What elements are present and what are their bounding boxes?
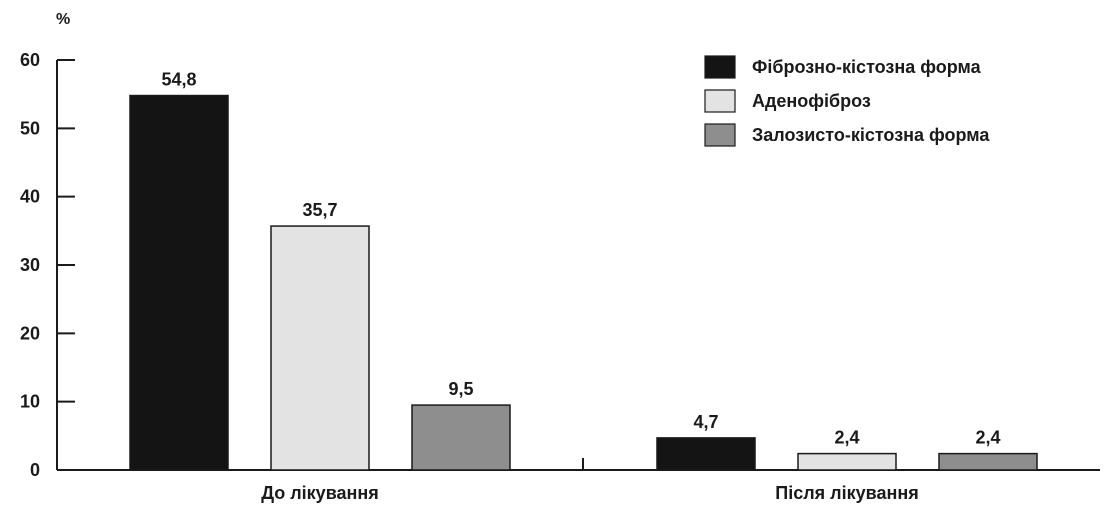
y-tick-label: 40 [20,187,40,207]
category-label: До лікування [261,483,379,503]
legend-label: Фіброзно-кістозна форма [752,57,982,77]
bar-value-label: 4,7 [693,412,718,432]
bar [411,404,511,471]
category-label: Після лікування [775,483,918,503]
category-labels: До лікування Після лікування [261,483,919,503]
bar [129,94,229,471]
legend-swatch [704,89,736,113]
y-tick-label: 30 [20,255,40,275]
y-tick-label: 60 [20,50,40,70]
legend-label: Аденофіброз [752,91,871,111]
legend: Фіброзно-кістозна форма Аденофіброз Залози… [704,55,990,147]
y-axis-ticks: 0 10 20 30 40 50 60 [20,50,75,480]
y-tick-label: 10 [20,392,40,412]
bar-value-label: 2,4 [975,428,1000,448]
legend-swatch [704,55,736,79]
bar [797,452,897,471]
legend-swatch [704,123,736,147]
bar [656,437,756,471]
bar-value-label: 2,4 [834,428,859,448]
bar-value-label: 35,7 [302,200,337,220]
y-unit-label: % [56,11,70,28]
bar-value-label: 54,8 [161,70,196,90]
bar [938,452,1038,471]
y-tick-label: 0 [30,460,40,480]
bar-value-label: 9,5 [448,379,473,399]
bar-groups: 54,8 35,7 9,5 4,7 2,4 2,4 [129,70,1038,471]
y-tick-label: 50 [20,118,40,138]
bar [270,225,370,471]
y-tick-label: 20 [20,323,40,343]
legend-label: Залозисто-кістозна форма [752,125,990,145]
